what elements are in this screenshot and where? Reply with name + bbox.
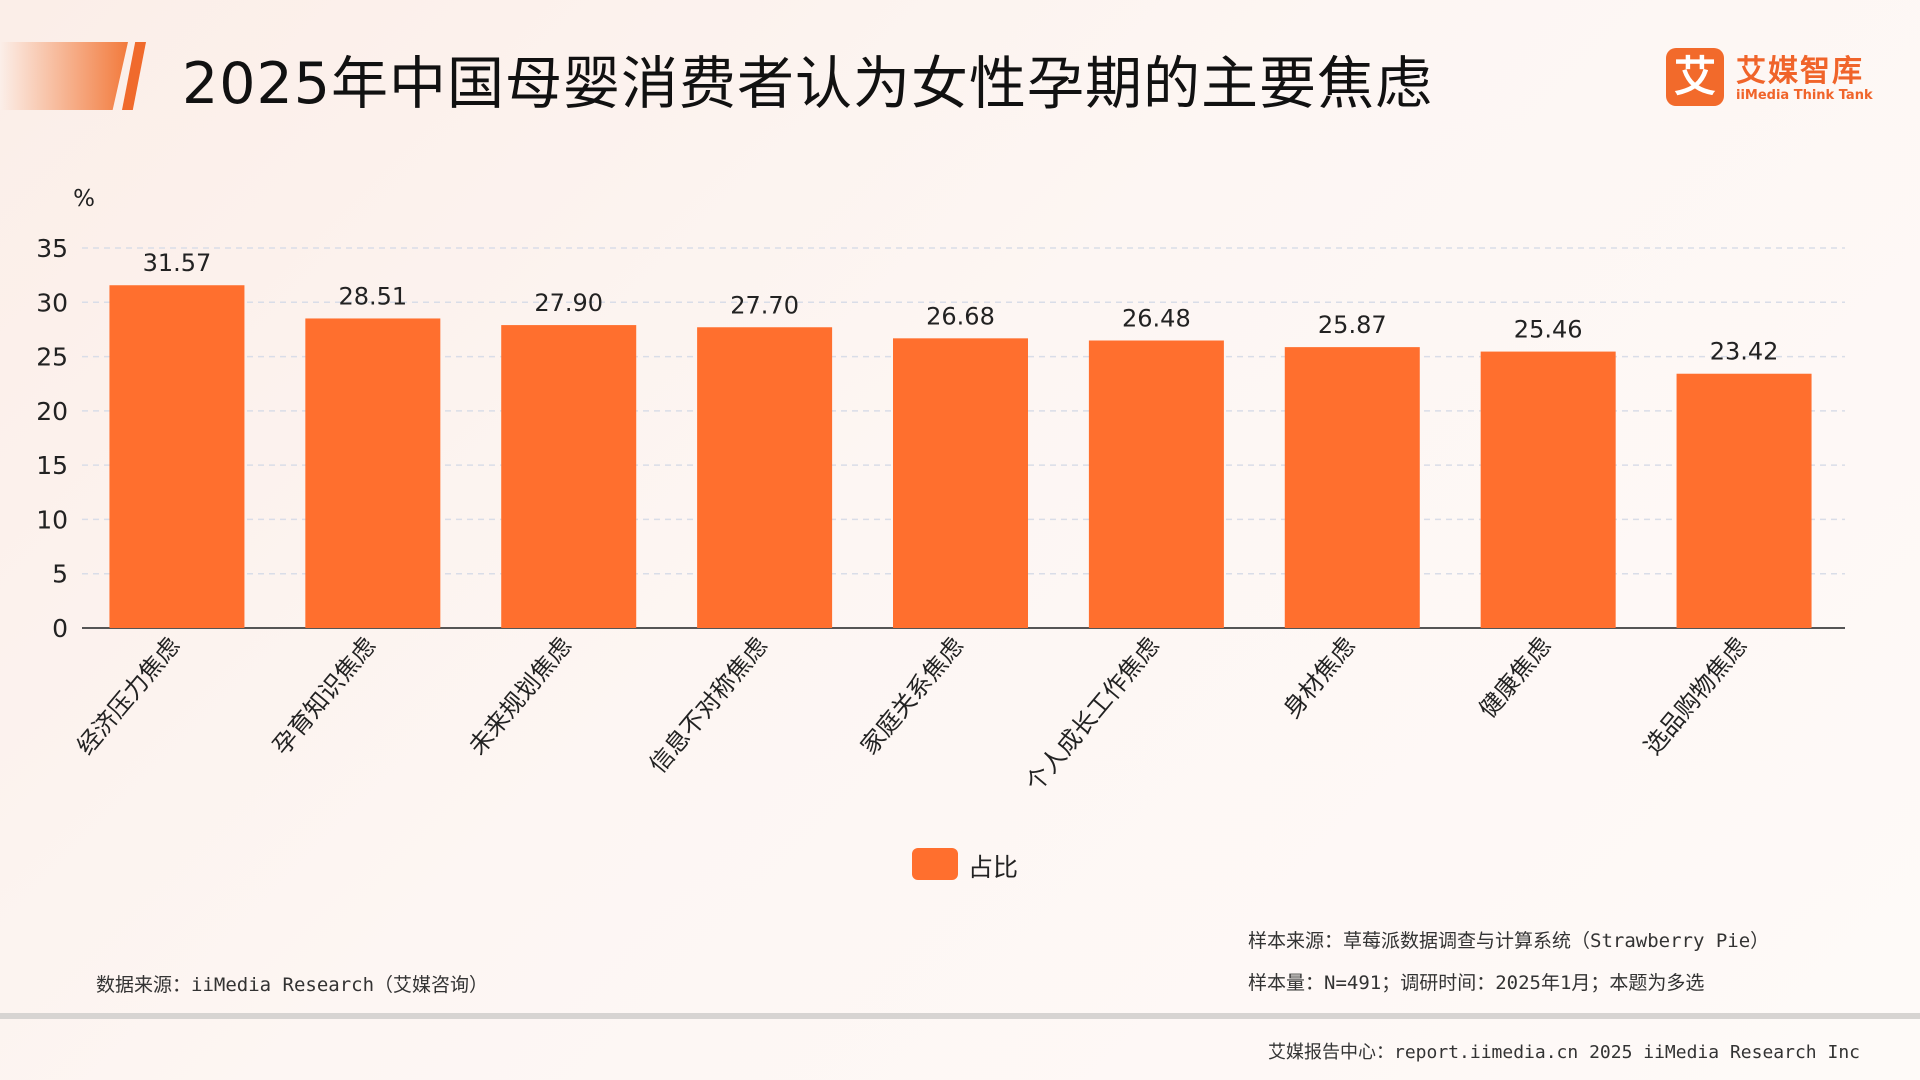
y-unit-label: % <box>73 186 95 212</box>
x-axis-labels: 经济压力焦虑 孕育知识焦虑 未来规划焦虑 信息不对称焦虑 家庭关系焦虑 个人成长工作焦虑 身… <box>72 632 1753 797</box>
bar <box>893 338 1028 628</box>
bar <box>1480 351 1616 628</box>
y-tick-label: 25 <box>36 343 68 372</box>
bar <box>305 318 441 628</box>
y-tick-label: 0 <box>52 614 68 643</box>
bar <box>697 327 833 628</box>
bar <box>1088 340 1224 628</box>
x-tick-label: 健康焦虑 <box>1474 632 1557 724</box>
data-label: 27.90 <box>534 289 603 317</box>
data-source-note: 数据来源：iiMedia Research（艾媒咨询） <box>96 974 489 996</box>
x-tick-label: 身材焦虑 <box>1278 632 1361 724</box>
footer-text: 艾媒报告中心：report.iimedia.cn 2025 iiMedia Re… <box>1268 1042 1860 1063</box>
data-label: 27.70 <box>730 291 799 319</box>
bar <box>1676 373 1812 628</box>
data-label: 23.42 <box>1710 338 1779 366</box>
logo-name: 艾媒智库 <box>1736 54 1864 89</box>
y-tick-label: 35 <box>36 234 68 263</box>
data-label: 25.87 <box>1318 311 1387 339</box>
bar-chart: 0 5 10 15 20 25 30 35% 31.57 28.51 27.90 27.70 26.6… <box>36 186 1845 797</box>
data-label: 26.68 <box>926 302 995 330</box>
page-title: 2025年中国母婴消费者认为女性孕期的主要焦虑 <box>182 51 1434 117</box>
sample-source-note: 样本来源：草莓派数据调查与计算系统（Strawberry Pie） <box>1248 930 1770 952</box>
x-tick-label: 选品购物焦虑 <box>1639 632 1753 760</box>
legend-swatch <box>912 848 958 880</box>
x-tick-label: 未来规划焦虑 <box>463 632 577 760</box>
x-tick-label: 孕育知识焦虑 <box>267 632 381 760</box>
brand-logo: 艾 艾媒智库 iiMedia Think Tank <box>1666 46 1873 108</box>
logo-mark-icon: 艾 <box>1666 48 1724 106</box>
x-tick-label: 经济压力焦虑 <box>72 632 186 760</box>
bar <box>501 325 637 628</box>
value-labels: 31.57 28.51 27.90 27.70 26.68 26.48 25.87 25.46… <box>143 249 1779 365</box>
footer-divider <box>0 1013 1920 1019</box>
y-tick-label: 20 <box>36 397 68 426</box>
y-tick-label: 30 <box>36 288 68 317</box>
bar <box>109 285 245 628</box>
x-tick-label: 家庭关系焦虑 <box>855 632 969 760</box>
data-label: 31.57 <box>143 249 212 277</box>
x-tick-label: 个人成长工作焦虑 <box>1020 632 1165 797</box>
data-label: 26.48 <box>1122 305 1191 333</box>
x-tick-label: 信息不对称焦虑 <box>644 632 773 779</box>
y-tick-label: 5 <box>52 560 68 589</box>
chart-bars <box>109 285 1812 628</box>
y-tick-label: 15 <box>36 451 68 480</box>
legend-label: 占比 <box>968 853 1019 882</box>
sample-size-note: 样本量：N=491；调研时间：2025年1月；本题为多选 <box>1248 972 1705 994</box>
bar <box>1284 347 1420 628</box>
data-label: 25.46 <box>1514 316 1583 344</box>
logo-subtitle: iiMedia Think Tank <box>1736 88 1873 103</box>
data-label: 28.51 <box>338 282 407 310</box>
title-accent-band <box>0 42 128 110</box>
y-tick-label: 10 <box>36 505 68 534</box>
